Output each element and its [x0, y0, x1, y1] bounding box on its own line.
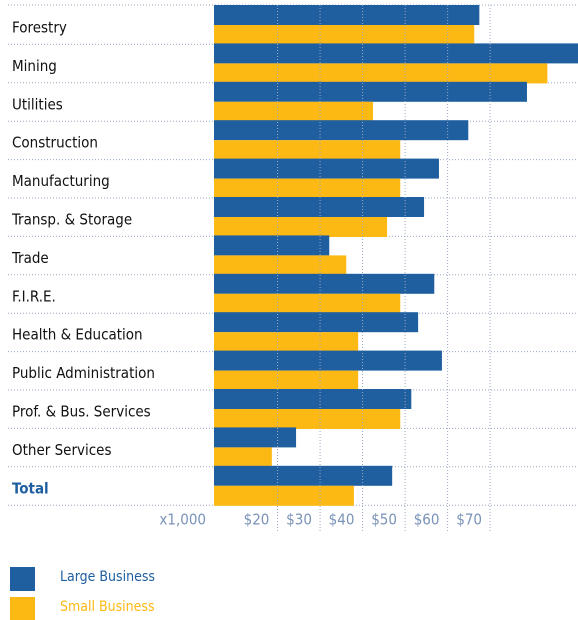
category-label: Public Administration [12, 364, 155, 382]
bar [214, 158, 439, 179]
bar [214, 293, 401, 314]
x-tick-label: $60 [414, 511, 440, 529]
category-label: Construction [12, 134, 98, 152]
x-tick-label: $20 [244, 511, 270, 529]
category-label: Total [12, 479, 49, 497]
bar [214, 178, 401, 199]
x-tick-label: $30 [286, 511, 312, 529]
bar [214, 485, 354, 506]
bar [214, 370, 359, 391]
bar [214, 235, 330, 256]
legend-swatch [10, 567, 35, 591]
bar [214, 140, 401, 161]
legend-label: Small Business [60, 599, 155, 615]
bar [214, 81, 527, 102]
bar [214, 255, 347, 276]
legend-label: Large Business [60, 569, 155, 585]
bar [214, 465, 393, 486]
bar [214, 332, 359, 353]
bar [214, 273, 435, 294]
bar [214, 43, 578, 64]
bar [214, 120, 469, 141]
bar [214, 101, 374, 122]
category-label: Utilities [12, 95, 63, 113]
category-label: F.I.R.E. [12, 287, 56, 305]
category-label: Manufacturing [12, 172, 110, 190]
x-tick-label: $40 [329, 511, 355, 529]
legend-swatch [10, 597, 35, 620]
bar [214, 63, 548, 84]
category-label: Mining [12, 57, 57, 75]
bar [214, 25, 475, 45]
bar [214, 427, 297, 448]
bar [214, 350, 442, 371]
x-tick-label: $70 [456, 511, 482, 529]
x-tick-label: $50 [371, 511, 397, 529]
bar [214, 217, 388, 237]
category-label: Forestry [12, 19, 67, 37]
bar [214, 312, 419, 333]
bar [214, 447, 272, 468]
bar [214, 389, 412, 409]
category-label: Other Services [12, 441, 112, 459]
bar [214, 5, 480, 25]
bar [214, 409, 401, 429]
bar [214, 197, 425, 217]
category-label: Prof. & Bus. Services [12, 403, 151, 421]
category-label: Health & Education [12, 326, 143, 344]
category-label: Transp. & Storage [11, 211, 132, 229]
category-label: Trade [11, 249, 49, 267]
x-unit-label: x1,000 [159, 511, 206, 529]
